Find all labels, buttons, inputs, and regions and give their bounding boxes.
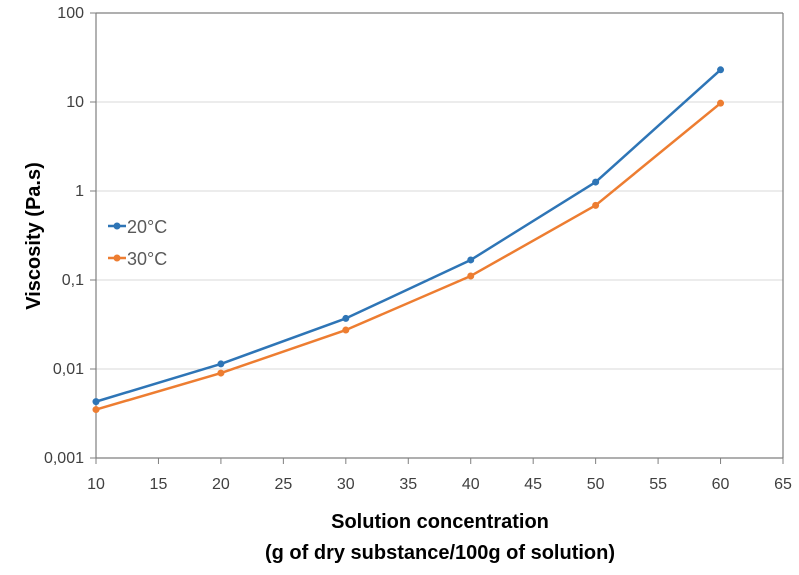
y-tick-label: 0,001 — [44, 450, 84, 467]
y-tick-label: 1 — [75, 183, 84, 200]
series-line — [95, 68, 722, 403]
data-point — [217, 369, 225, 377]
data-point — [92, 398, 100, 406]
x-tick-label: 10 — [87, 476, 105, 493]
y-tick-label: 100 — [57, 5, 84, 22]
gridlines — [96, 101, 783, 370]
data-point — [592, 178, 600, 186]
series-line — [95, 102, 722, 411]
data-point — [467, 272, 475, 280]
data-point — [217, 360, 225, 368]
y-tick-label: 0,1 — [62, 272, 84, 289]
data-series — [92, 66, 725, 414]
x-axis-ticks: 10 15 20 25 30 35 40 45 50 55 60 65 — [87, 458, 792, 493]
x-tick-label: 50 — [587, 476, 605, 493]
data-point — [592, 201, 600, 209]
y-tick-label: 10 — [66, 94, 84, 111]
data-point — [342, 314, 350, 322]
x-tick-label: 45 — [524, 476, 542, 493]
x-tick-label: 35 — [399, 476, 417, 493]
data-point — [467, 256, 475, 264]
legend: 20°C 30°C — [108, 217, 167, 269]
axes — [95, 12, 784, 459]
y-axis-title: Viscosity (Pa.s) — [23, 162, 45, 309]
x-tick-label: 25 — [274, 476, 292, 493]
x-tick-label: 40 — [462, 476, 480, 493]
x-axis-title: Solution concentration — [331, 511, 549, 533]
data-point — [92, 406, 100, 414]
legend-label: 30°C — [127, 249, 167, 269]
x-axis-subtitle: (g of dry substance/100g of solution) — [265, 542, 615, 564]
y-axis-ticks: 100 10 1 0,1 0,01 0,001 — [44, 5, 96, 467]
data-point — [717, 99, 725, 107]
x-tick-label: 55 — [649, 476, 667, 493]
data-point — [342, 326, 350, 334]
x-tick-label: 60 — [712, 476, 730, 493]
x-tick-label: 15 — [150, 476, 168, 493]
data-point — [717, 66, 725, 74]
y-tick-label: 0,01 — [53, 361, 84, 378]
legend-label: 20°C — [127, 217, 167, 237]
x-tick-label: 30 — [337, 476, 355, 493]
x-tick-label: 65 — [774, 476, 792, 493]
x-tick-label: 20 — [212, 476, 230, 493]
